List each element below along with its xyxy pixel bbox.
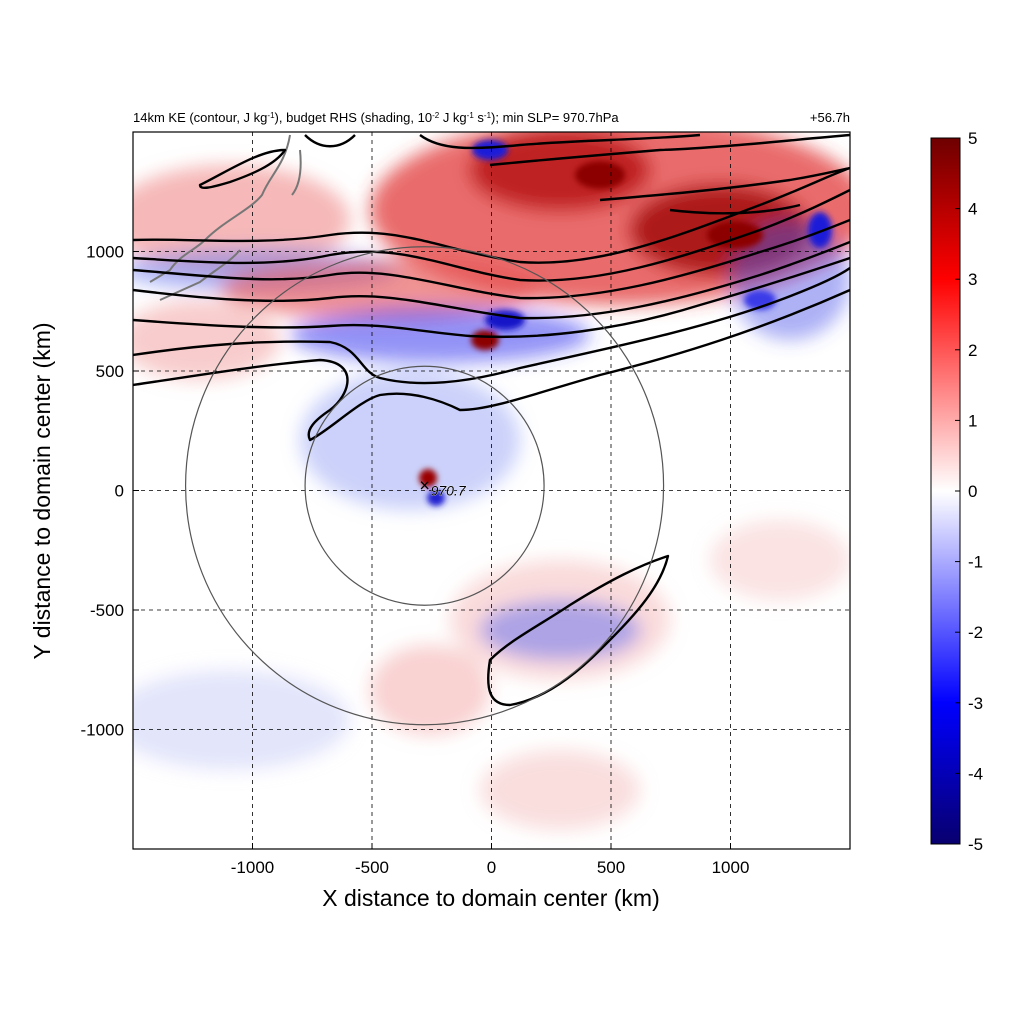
core-red xyxy=(419,469,437,487)
shading-e-pink xyxy=(710,520,850,600)
range-rings xyxy=(184,246,665,726)
storm-center-label: 970.7 xyxy=(431,483,467,499)
shading-broad xyxy=(133,132,850,830)
jet-darkred-2 xyxy=(707,221,763,249)
title-superscript: -2 xyxy=(432,111,440,120)
storm-center: × 970.7 xyxy=(419,476,467,499)
title-segment: s xyxy=(474,110,485,125)
colorbar-tick-label: -1 xyxy=(968,553,983,572)
colorbar-tick-label: 4 xyxy=(968,200,977,219)
title-superscript: -1 xyxy=(267,111,275,120)
storm-center-marker: × xyxy=(419,476,430,496)
plot-area: × 970.7 xyxy=(133,132,850,849)
coastline xyxy=(149,134,302,301)
jet-darkred-3 xyxy=(471,330,499,350)
y-tick-label: 500 xyxy=(96,362,124,381)
shading-s-blue xyxy=(133,670,350,770)
shading-sw-pink xyxy=(370,645,490,735)
title-segment: 14km KE (contour, J kg xyxy=(133,110,267,125)
shading-n-red xyxy=(470,132,650,210)
x-tick-label: 0 xyxy=(487,858,496,877)
colorbar-tick-label: 0 xyxy=(968,482,977,501)
shading-band-red xyxy=(220,260,540,320)
x-axis-title: X distance to domain center (km) xyxy=(322,885,659,911)
x-tick-label: -500 xyxy=(355,858,389,877)
title-segment: J kg xyxy=(439,110,466,125)
colorbar-tick-label: -5 xyxy=(968,835,983,854)
shading-s-pink xyxy=(480,750,640,830)
title-superscript: -1 xyxy=(467,111,475,120)
colorbar-ticks: 5 4 3 2 1 0 -1 -2 -3 -4 -5 xyxy=(955,129,983,854)
title-segment: ); min SLP= 970.7hPa xyxy=(491,110,619,125)
colorbar: 5 4 3 2 1 0 -1 -2 -3 -4 -5 xyxy=(930,129,983,854)
chart-title: 14km KE (contour, J kg-1), budget RHS (s… xyxy=(133,110,619,125)
y-tick-label: -1000 xyxy=(81,721,124,740)
y-tick-label: 0 xyxy=(115,482,124,501)
colorbar-tick-label: -2 xyxy=(968,623,983,642)
y-axis: -1000 -500 0 500 1000 xyxy=(81,243,139,740)
x-tick-label: -1000 xyxy=(231,858,274,877)
shading-band-se-blue xyxy=(480,600,640,660)
shading-ring-blue xyxy=(300,370,520,510)
jet-darkred-1 xyxy=(575,161,625,189)
shading-w-pink xyxy=(133,300,280,380)
colorbar-tick-label: 1 xyxy=(968,411,977,430)
colorbar-tick-label: -4 xyxy=(968,764,983,783)
ke-contours xyxy=(133,133,850,707)
jet-blue-2 xyxy=(808,212,832,248)
x-tick-label: 1000 xyxy=(712,858,750,877)
colorbar-tick-label: -3 xyxy=(968,694,983,713)
title-superscript: -1 xyxy=(484,111,492,120)
core-blue xyxy=(427,490,445,506)
y-axis-title: Y distance to domain center (km) xyxy=(29,322,55,659)
range-ring xyxy=(304,365,545,606)
colorbar-tick-label: 3 xyxy=(968,270,977,289)
title-segment: ), budget RHS (shading, 10 xyxy=(275,110,433,125)
colorbar-tick-label: 5 xyxy=(968,129,977,148)
x-tick-label: 500 xyxy=(597,858,625,877)
forecast-time: +56.7h xyxy=(810,110,850,125)
jet-blue-1 xyxy=(472,140,508,160)
colorbar-tick-label: 2 xyxy=(968,341,977,360)
x-axis: -1000 -500 0 500 1000 xyxy=(231,843,750,877)
range-ring xyxy=(184,246,665,726)
shading-nw-pink xyxy=(133,165,350,275)
y-tick-label: -500 xyxy=(90,601,124,620)
y-tick-label: 1000 xyxy=(86,243,124,262)
budget-shading xyxy=(133,132,850,830)
